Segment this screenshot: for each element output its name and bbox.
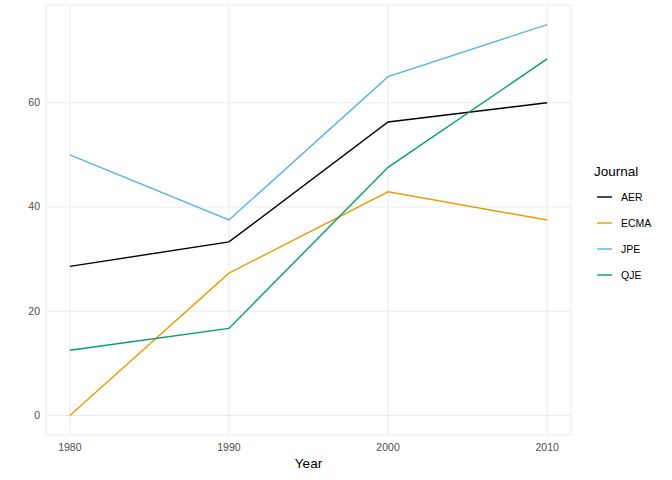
legend-label: AER	[621, 191, 643, 203]
y-tick-label: 40	[28, 200, 40, 212]
legend-key	[597, 274, 612, 275]
x-tick-label: 1990	[217, 441, 241, 453]
series-line	[70, 25, 547, 220]
legend-title: Journal	[594, 164, 638, 179]
chart: 0 20 40 60 1980 1990 2000 2010 Year Journal AER ECM…	[0, 0, 672, 480]
legend-key	[597, 248, 612, 249]
x-tick-label: 1980	[58, 441, 82, 453]
plot-frame	[46, 5, 571, 435]
x-tick-label: 2010	[535, 441, 559, 453]
x-grid-line	[69, 5, 70, 435]
y-grid-line	[46, 102, 571, 103]
y-grid-line	[46, 311, 571, 312]
legend-label: JPE	[621, 243, 640, 255]
y-tick-label: 20	[28, 305, 40, 317]
legend-label: ECMA	[621, 217, 651, 229]
x-tick-label: 2000	[376, 441, 400, 453]
x-axis-label: Year	[295, 456, 323, 471]
y-tick-label: 0	[34, 409, 40, 421]
legend-key	[597, 222, 612, 223]
y-tick-label: 60	[28, 96, 40, 108]
series-line	[70, 192, 547, 416]
legend-key	[597, 196, 612, 197]
series-group	[70, 25, 547, 416]
x-grid-line	[387, 5, 388, 435]
series-line	[70, 59, 547, 350]
y-grid-line	[46, 415, 571, 416]
legend-label: QJE	[621, 269, 641, 281]
y-grid-line	[46, 206, 571, 207]
